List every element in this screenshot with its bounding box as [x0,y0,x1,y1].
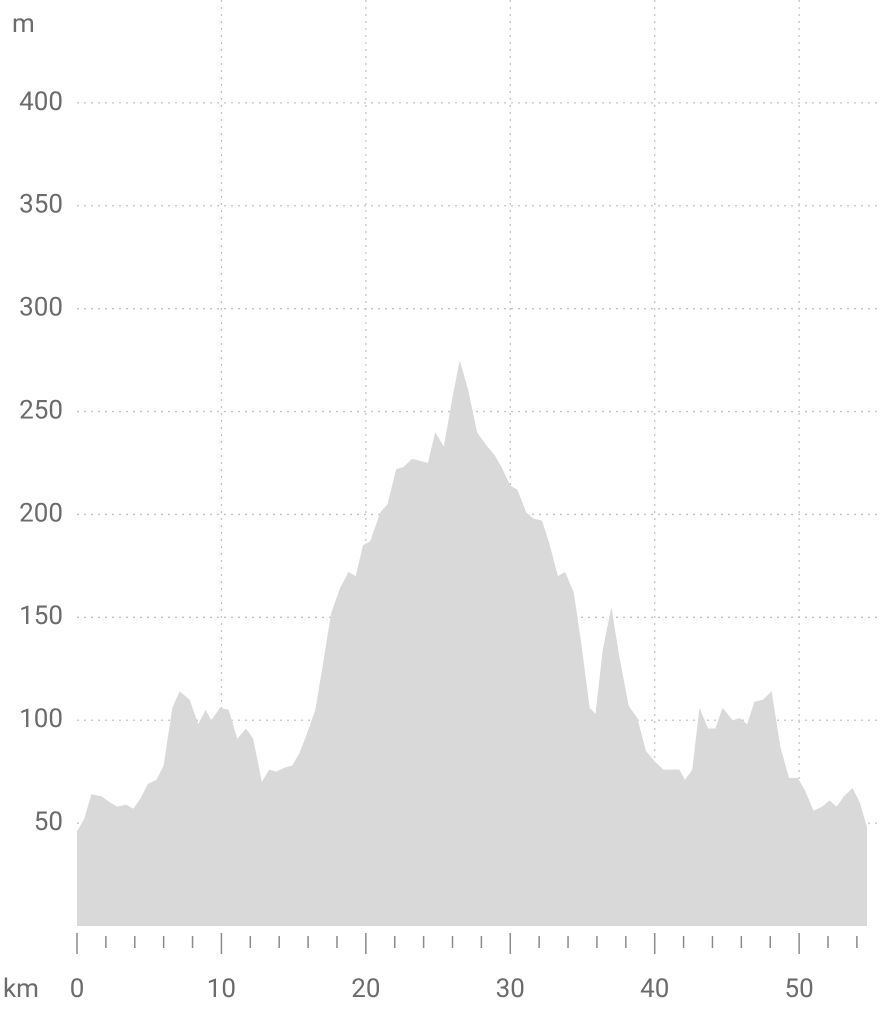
area-layer [77,360,867,927]
elevation-area [77,360,867,927]
x-tick-label: 50 [785,974,814,1004]
x-tick-label: 0 [70,974,85,1004]
axes: 50 100 150 200 250 300 350 400 0 10 20 30 40 50 [19,87,858,1004]
y-tick-label: 50 [34,807,63,837]
x-tick-label: 10 [207,974,236,1004]
x-unit-label: km [3,974,39,1004]
y-tick-label: 250 [19,395,63,425]
y-tick-label: 200 [19,498,63,528]
y-unit-label: m [12,9,35,39]
y-tick-label: 300 [19,293,63,323]
y-tick-label: 150 [19,601,63,631]
x-tick-label: 20 [351,974,380,1004]
y-tick-label: 400 [19,87,63,117]
y-tick-label: 100 [19,704,63,734]
y-tick-label: 350 [19,190,63,220]
x-tick-label: 40 [640,974,669,1004]
x-tick-label: 30 [496,974,525,1004]
